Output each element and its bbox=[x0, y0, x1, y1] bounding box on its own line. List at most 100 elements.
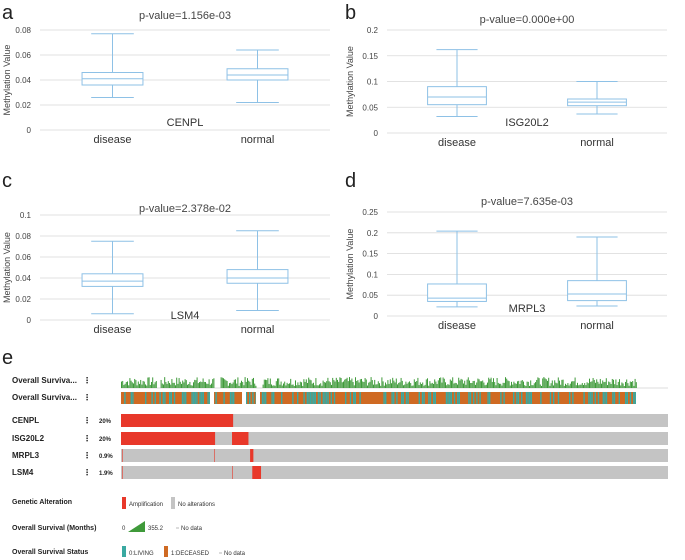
months-bar bbox=[176, 377, 178, 388]
months-bar bbox=[363, 382, 365, 388]
months-bar bbox=[479, 381, 481, 388]
amplification-segment bbox=[121, 432, 216, 445]
months-bar bbox=[413, 379, 415, 388]
status-living-cell bbox=[359, 392, 361, 404]
status-living-cell bbox=[613, 392, 616, 404]
months-bar bbox=[251, 378, 253, 388]
months-bar bbox=[454, 382, 456, 388]
months-bar bbox=[193, 382, 194, 388]
status-living-cell bbox=[281, 392, 283, 404]
legend-title: Overall Survival Status bbox=[12, 549, 88, 556]
months-bar bbox=[127, 381, 128, 388]
months-bar bbox=[412, 385, 414, 388]
status-living-cell bbox=[306, 392, 308, 404]
months-bar bbox=[196, 377, 198, 388]
months-bar bbox=[524, 385, 526, 388]
months-bar bbox=[135, 380, 137, 388]
status-living-cell bbox=[405, 392, 408, 404]
months-bar bbox=[542, 378, 544, 388]
months-bar bbox=[445, 382, 446, 388]
y-tick-label: 0.1 bbox=[20, 211, 32, 220]
status-living-cell bbox=[434, 392, 436, 404]
months-bar bbox=[536, 379, 538, 388]
track-menu-icon: ⋮ bbox=[83, 376, 91, 385]
months-bar bbox=[289, 383, 290, 388]
status-living-cell bbox=[263, 392, 265, 404]
status-living-cell bbox=[194, 392, 196, 404]
months-bar bbox=[581, 383, 583, 388]
months-bar bbox=[344, 379, 346, 388]
months-bar bbox=[416, 381, 418, 388]
months-bar bbox=[419, 382, 421, 388]
months-bar bbox=[367, 385, 368, 388]
months-bar bbox=[457, 384, 458, 388]
status-living-cell bbox=[525, 392, 528, 404]
months-bar bbox=[519, 384, 521, 388]
track-menu-icon: ⋮ bbox=[83, 393, 91, 402]
months-bar bbox=[202, 378, 204, 388]
months-bar bbox=[387, 380, 389, 388]
status-living-cell bbox=[445, 392, 448, 404]
months-bar bbox=[377, 381, 379, 388]
months-bar bbox=[190, 385, 192, 388]
status-living-cell bbox=[549, 392, 552, 404]
months-bar bbox=[308, 377, 310, 388]
months-bar bbox=[171, 379, 173, 388]
status-living-cell bbox=[618, 392, 620, 404]
y-tick-label: 0.04 bbox=[15, 76, 31, 85]
months-bar bbox=[389, 379, 391, 388]
months-bar bbox=[352, 382, 354, 388]
y-axis-label: Methylation Value bbox=[2, 45, 12, 116]
months-bar bbox=[421, 383, 422, 388]
status-living-cell bbox=[164, 392, 166, 404]
months-bar bbox=[506, 378, 508, 388]
months-bar bbox=[338, 381, 340, 388]
gene-menu-icon: ⋮ bbox=[83, 451, 91, 460]
months-bar bbox=[148, 377, 150, 388]
months-bar bbox=[513, 381, 515, 388]
status-living-cell bbox=[154, 392, 156, 404]
months-bar bbox=[501, 385, 503, 388]
amplification-segment bbox=[121, 414, 234, 427]
months-bar bbox=[164, 377, 166, 388]
months-bar bbox=[244, 377, 246, 388]
status-living-cell bbox=[261, 392, 264, 404]
x-category-label: normal bbox=[580, 137, 614, 149]
months-bar bbox=[500, 383, 502, 388]
status-living-cell bbox=[468, 392, 470, 404]
legend-survival-status: Overall Survival Status 0:LIVING 1:DECEASE… bbox=[12, 546, 246, 557]
months-bar bbox=[568, 385, 570, 388]
status-living-cell bbox=[170, 392, 172, 404]
months-bar bbox=[495, 385, 497, 388]
months-bar bbox=[291, 384, 293, 388]
status-living-cell bbox=[325, 392, 328, 404]
months-bar bbox=[512, 384, 514, 388]
panel-letter: a bbox=[2, 2, 14, 24]
months-bar bbox=[298, 385, 300, 388]
months-bar bbox=[303, 379, 305, 388]
months-bar bbox=[607, 385, 608, 388]
months-bar bbox=[575, 385, 577, 388]
months-bar bbox=[601, 383, 602, 388]
status-living-cell bbox=[324, 392, 326, 404]
months-bar bbox=[523, 381, 524, 388]
months-bar bbox=[603, 382, 605, 388]
status-living-cell bbox=[132, 392, 134, 404]
months-bar bbox=[596, 379, 598, 388]
x-category-label: normal bbox=[241, 134, 275, 146]
box-normal bbox=[226, 49, 289, 103]
months-bar bbox=[205, 382, 206, 388]
amplification-segment bbox=[250, 449, 254, 462]
months-bar bbox=[355, 377, 356, 388]
legend-label: 0:LIVING bbox=[129, 551, 154, 557]
panel-c: c 0 0.02 0.04 0.06 0.08 0.1 Methylation Value p-… bbox=[2, 170, 330, 336]
x-category-label: normal bbox=[241, 324, 275, 336]
months-bar bbox=[553, 385, 554, 388]
status-living-cell bbox=[303, 392, 305, 404]
months-bar bbox=[527, 381, 529, 388]
no-alteration-bar bbox=[121, 432, 668, 445]
months-bar bbox=[290, 378, 292, 388]
months-bar bbox=[557, 377, 559, 388]
months-bar bbox=[385, 382, 386, 388]
